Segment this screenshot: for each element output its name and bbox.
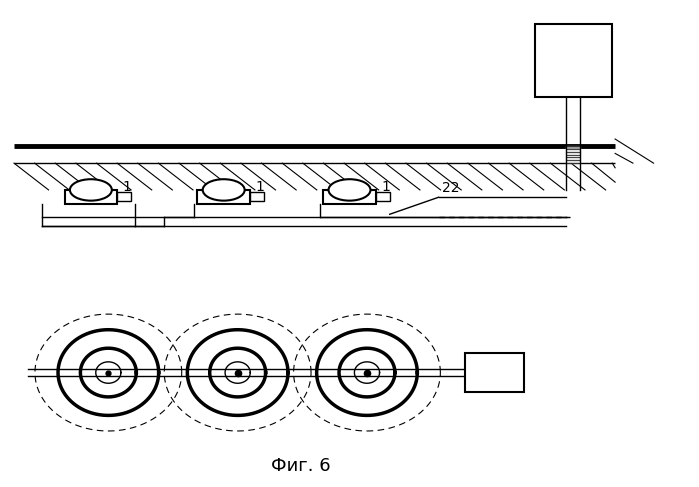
Bar [465,353,524,392]
Bar [117,192,131,201]
Text: 1: 1 [255,180,264,194]
Text: 1: 1 [381,180,390,194]
Text: 22: 22 [442,181,460,195]
Bar [198,190,250,204]
Ellipse shape [329,179,370,201]
Text: 23: 23 [563,52,584,70]
Bar [250,192,264,201]
Bar [535,24,612,97]
Bar [64,190,117,204]
Ellipse shape [70,179,112,201]
Ellipse shape [203,179,245,201]
Text: 1: 1 [122,180,131,194]
Bar [323,190,376,204]
Bar [376,192,390,201]
Text: Фиг. 6: Фиг. 6 [271,457,331,475]
